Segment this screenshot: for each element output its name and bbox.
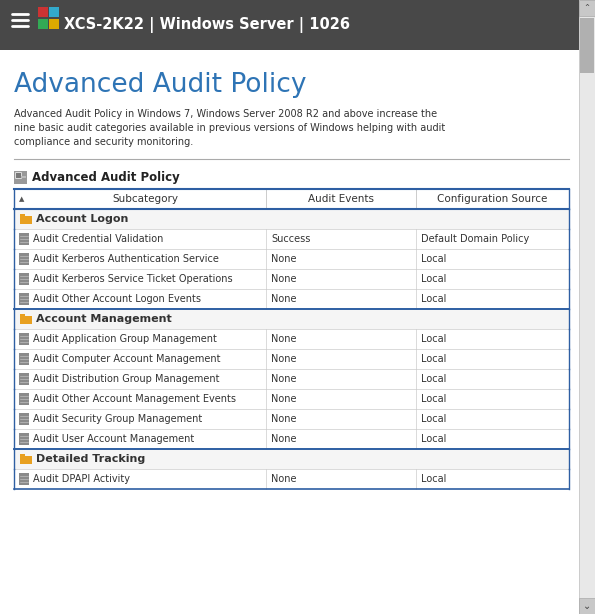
FancyBboxPatch shape (579, 0, 595, 16)
Text: Local: Local (421, 474, 446, 484)
Text: XCS-2K22 | Windows Server | 1026: XCS-2K22 | Windows Server | 1026 (64, 17, 350, 33)
Text: Advanced Audit Policy: Advanced Audit Policy (32, 171, 180, 184)
FancyBboxPatch shape (21, 176, 26, 178)
Text: Success: Success (271, 234, 311, 244)
FancyBboxPatch shape (579, 598, 595, 614)
Text: None: None (271, 434, 296, 444)
FancyBboxPatch shape (19, 373, 29, 385)
Text: Configuration Source: Configuration Source (437, 194, 547, 204)
Text: Subcategory: Subcategory (112, 194, 178, 204)
Text: Local: Local (421, 414, 446, 424)
FancyBboxPatch shape (20, 316, 32, 324)
Text: Local: Local (421, 354, 446, 364)
FancyBboxPatch shape (19, 413, 29, 425)
Text: Account Logon: Account Logon (36, 214, 129, 224)
FancyBboxPatch shape (0, 50, 579, 614)
Text: None: None (271, 334, 296, 344)
Text: Local: Local (421, 294, 446, 304)
FancyBboxPatch shape (38, 19, 48, 29)
FancyBboxPatch shape (579, 0, 595, 614)
Text: Local: Local (421, 254, 446, 264)
FancyBboxPatch shape (20, 314, 26, 317)
FancyBboxPatch shape (49, 19, 59, 29)
FancyBboxPatch shape (14, 171, 27, 184)
FancyBboxPatch shape (19, 353, 29, 365)
FancyBboxPatch shape (19, 393, 29, 405)
Text: Advanced Audit Policy in Windows 7, Windows Server 2008 R2 and above increase th: Advanced Audit Policy in Windows 7, Wind… (14, 109, 437, 119)
Text: Audit User Account Management: Audit User Account Management (33, 434, 194, 444)
Text: Advanced Audit Policy: Advanced Audit Policy (14, 72, 306, 98)
Text: None: None (271, 254, 296, 264)
Text: Audit Credential Validation: Audit Credential Validation (33, 234, 164, 244)
Text: None: None (271, 354, 296, 364)
FancyBboxPatch shape (14, 209, 569, 229)
FancyBboxPatch shape (20, 216, 32, 224)
Text: Detailed Tracking: Detailed Tracking (36, 454, 145, 464)
Text: Audit Distribution Group Management: Audit Distribution Group Management (33, 374, 220, 384)
Text: Audit DPAPI Activity: Audit DPAPI Activity (33, 474, 130, 484)
Text: Local: Local (421, 274, 446, 284)
FancyBboxPatch shape (0, 0, 579, 50)
Text: None: None (271, 274, 296, 284)
FancyBboxPatch shape (580, 18, 594, 73)
FancyBboxPatch shape (20, 454, 26, 457)
FancyBboxPatch shape (15, 173, 21, 179)
FancyBboxPatch shape (19, 253, 29, 265)
Text: None: None (271, 374, 296, 384)
Text: Audit Events: Audit Events (308, 194, 374, 204)
FancyBboxPatch shape (19, 333, 29, 345)
Text: Local: Local (421, 434, 446, 444)
Text: Audit Kerberos Service Ticket Operations: Audit Kerberos Service Ticket Operations (33, 274, 233, 284)
Text: nine basic audit categories available in previous versions of Windows helping wi: nine basic audit categories available in… (14, 123, 445, 133)
FancyBboxPatch shape (19, 473, 29, 485)
FancyBboxPatch shape (49, 7, 59, 17)
Text: Audit Security Group Management: Audit Security Group Management (33, 414, 202, 424)
Text: Default Domain Policy: Default Domain Policy (421, 234, 529, 244)
FancyBboxPatch shape (20, 214, 26, 217)
FancyBboxPatch shape (14, 449, 569, 469)
Text: Local: Local (421, 394, 446, 404)
FancyBboxPatch shape (19, 433, 29, 445)
FancyBboxPatch shape (38, 7, 48, 17)
Text: None: None (271, 474, 296, 484)
Text: Audit Application Group Management: Audit Application Group Management (33, 334, 217, 344)
Text: Local: Local (421, 374, 446, 384)
Text: None: None (271, 414, 296, 424)
Text: Account Management: Account Management (36, 314, 172, 324)
Text: ⌃: ⌃ (584, 4, 590, 12)
FancyBboxPatch shape (19, 293, 29, 305)
Text: ▲: ▲ (19, 196, 24, 202)
FancyBboxPatch shape (14, 189, 569, 209)
FancyBboxPatch shape (19, 273, 29, 285)
Text: None: None (271, 394, 296, 404)
FancyBboxPatch shape (19, 233, 29, 245)
Text: Local: Local (421, 334, 446, 344)
FancyBboxPatch shape (14, 309, 569, 329)
Text: Audit Computer Account Management: Audit Computer Account Management (33, 354, 221, 364)
Text: Audit Other Account Logon Events: Audit Other Account Logon Events (33, 294, 201, 304)
Text: compliance and security monitoring.: compliance and security monitoring. (14, 137, 193, 147)
Text: Audit Other Account Management Events: Audit Other Account Management Events (33, 394, 236, 404)
Text: Audit Kerberos Authentication Service: Audit Kerberos Authentication Service (33, 254, 219, 264)
Text: None: None (271, 294, 296, 304)
Text: ⌄: ⌄ (583, 601, 591, 611)
FancyBboxPatch shape (20, 456, 32, 464)
